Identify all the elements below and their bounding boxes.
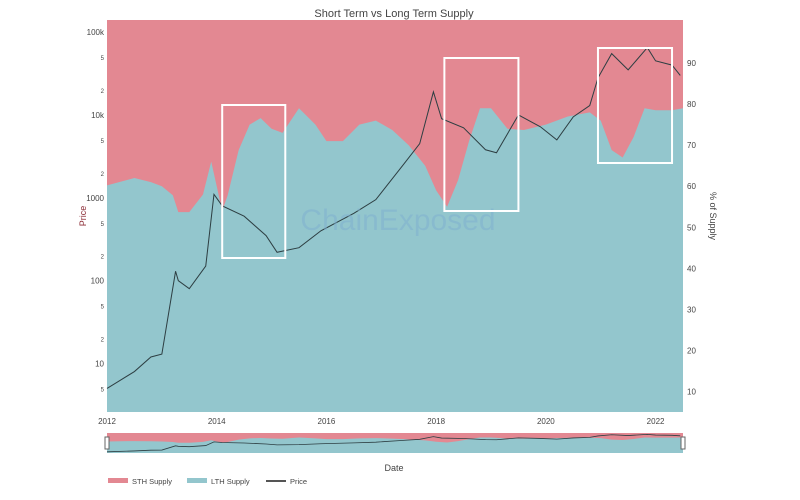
highlight-boxes [221, 47, 674, 259]
y-left-tick-label: 100k [87, 28, 105, 37]
y-left-tick-label: 1000 [86, 194, 104, 203]
y-right-tick-label: 60 [687, 182, 696, 191]
y-left-tick-label: 5 [101, 305, 105, 311]
y-right-tick-label: 70 [687, 141, 696, 150]
y-left-tick-label: 5 [101, 56, 105, 62]
y-left-tick-label: 2 [101, 89, 105, 95]
x-tick-label: 2012 [98, 417, 116, 426]
legend-label: LTH Supply [211, 477, 250, 486]
y-right-tick-label: 40 [687, 264, 696, 273]
watermark: ChainExposed [300, 204, 495, 237]
legend-swatch [108, 478, 128, 483]
y-right-label: % of Supply [708, 192, 718, 241]
x-tick-label: 2018 [427, 417, 445, 426]
price-line [106, 434, 681, 453]
y-right-tick-label: 30 [687, 305, 696, 314]
y-left-tick-label: 2 [101, 338, 105, 344]
y-left-label: Price [78, 206, 88, 227]
highlight-box [443, 57, 520, 212]
plot-area[interactable] [106, 20, 683, 412]
x-tick-label: 2016 [318, 417, 336, 426]
y-left-tick-label: 5 [101, 139, 105, 145]
y-left-tick-label: 5 [101, 387, 105, 393]
y-left-tick-label: 10k [91, 111, 105, 120]
highlight-box [221, 104, 287, 259]
range-slider[interactable] [104, 433, 686, 453]
lth-supply-area [107, 437, 683, 453]
highlight-box [596, 47, 674, 164]
legend-label: Price [290, 477, 307, 486]
slider-handle-right [680, 436, 686, 450]
x-axis-label: Date [384, 463, 403, 473]
legend-swatch [187, 478, 207, 483]
x-tick-label: 2020 [537, 417, 555, 426]
y-right-tick-label: 10 [687, 387, 696, 396]
y-left-tick-label: 100 [91, 277, 105, 286]
y-left-tick-label: 2 [101, 255, 105, 261]
legend: STH Supply LTH Supply Price [108, 477, 307, 486]
x-tick-label: 2022 [647, 417, 665, 426]
y-left-tick-label: 10 [95, 360, 104, 369]
axes: 2012 2014 2016 2018 2020 2022 5 10 2 5 100 2 5 1000 2 5… [86, 28, 696, 426]
chart-title: Short Term vs Long Term Supply [314, 8, 474, 20]
y-left-tick-label: 2 [101, 172, 105, 178]
y-right-tick-label: 20 [687, 346, 696, 355]
slider-handle-left [104, 436, 110, 450]
y-right-tick-label: 50 [687, 223, 696, 232]
y-right-tick-label: 90 [687, 59, 696, 68]
price-line [106, 46, 681, 389]
lth-supply-area [107, 108, 683, 412]
y-left-tick-label: 5 [101, 222, 105, 228]
x-tick-label: 2014 [208, 417, 226, 426]
y-right-tick-label: 80 [687, 100, 696, 109]
legend-label: STH Supply [132, 477, 172, 486]
